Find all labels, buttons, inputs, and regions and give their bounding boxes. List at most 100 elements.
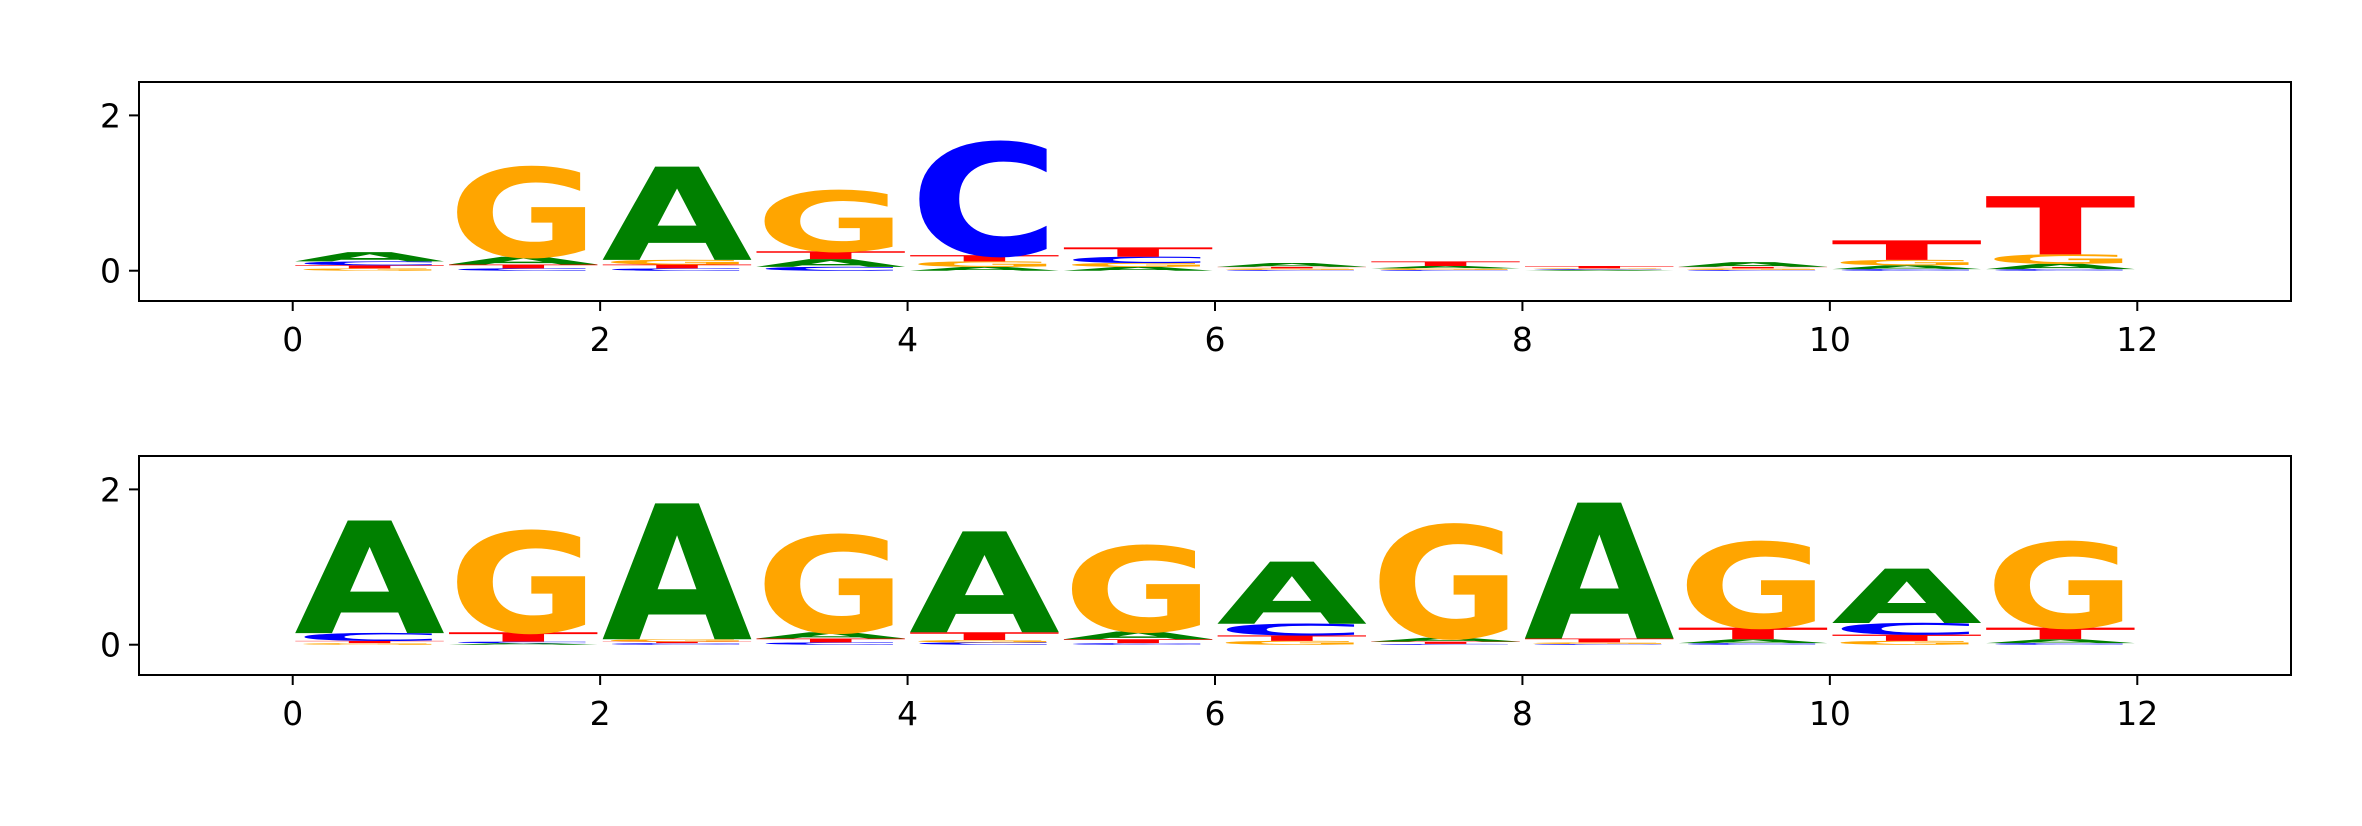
logo-letter: C: [1985, 643, 2136, 646]
x-tick-label: 4: [897, 320, 918, 359]
logo-letter: G: [1063, 262, 1214, 268]
logo-letter: C: [448, 268, 599, 272]
logo-letter: G: [294, 643, 445, 646]
logo-letter: G: [1985, 519, 2136, 656]
y-tick-label: 0: [100, 252, 121, 291]
logo-letter: C: [1678, 643, 1829, 646]
logo-letter: G: [1063, 523, 1214, 660]
logo-letter: C: [1524, 269, 1675, 270]
logo-letter: G: [1370, 494, 1521, 674]
logo-letter: A: [1370, 637, 1521, 643]
logo-letter: C: [1217, 270, 1368, 271]
logo-letter: A: [909, 266, 1060, 272]
logo-letter: C: [1217, 621, 1368, 640]
logo-letter: A: [602, 467, 753, 684]
logo-letter: A: [1524, 270, 1675, 271]
logo-letter: G: [1217, 640, 1368, 646]
logo-letter: T: [1370, 260, 1521, 267]
logo-letter: A: [448, 643, 599, 646]
y-tick-label: 2: [100, 470, 121, 509]
x-tick-label: 10: [1809, 320, 1851, 359]
logo-letter: C: [1985, 269, 2136, 272]
logo-letter: C: [294, 631, 445, 643]
logo-letter: A: [294, 250, 445, 265]
logo-letter: T: [1217, 266, 1368, 269]
logo-letter: G: [909, 639, 1060, 643]
logo-letter: A: [1678, 261, 1829, 268]
logo-letter: G: [1678, 519, 1829, 656]
logo-letter: G: [1370, 268, 1521, 271]
logo-letter: C: [1678, 270, 1829, 271]
logo-letter: A: [755, 257, 906, 269]
logo-letter: G: [909, 260, 1060, 269]
logo-letter: T: [1831, 235, 1982, 266]
logo-letter: T: [1985, 625, 2136, 644]
logo-letter: T: [1524, 637, 1675, 643]
logo-letter: T: [1678, 625, 1829, 644]
logo-letter: G: [1985, 252, 2136, 267]
x-tick-label: 12: [2116, 320, 2158, 359]
logo-letter: C: [1063, 643, 1214, 646]
logo-letter: A: [755, 631, 906, 641]
logo-letter: C: [1831, 269, 1982, 272]
axes-frame: [138, 455, 2292, 676]
logo-letter: G: [1678, 268, 1829, 271]
x-tick-label: 0: [282, 320, 303, 359]
logo-letter: T: [1063, 638, 1214, 644]
logo-letter: T: [1831, 633, 1983, 643]
x-tick-label: 8: [1512, 694, 1533, 733]
logo-letter: A: [1985, 638, 2136, 644]
logo-letter: G: [1217, 268, 1368, 271]
logo-letter: G: [448, 505, 599, 666]
logo-letter: T: [602, 641, 753, 644]
logo-letter: A: [1063, 629, 1214, 641]
logo-letter: G: [1831, 640, 1982, 646]
logo-letter: T: [1370, 641, 1521, 645]
logo-letter: G: [1524, 268, 1675, 269]
logo-letter: T: [602, 263, 753, 269]
logo-letter: C: [909, 642, 1060, 646]
logo-letter: G: [1524, 642, 1675, 645]
x-tick-label: 10: [1809, 694, 1851, 733]
logo-letter: T: [1217, 634, 1368, 643]
logo-letter: A: [602, 142, 753, 291]
logo-letter: C: [602, 643, 753, 646]
logo-letter: T: [909, 253, 1061, 263]
logo-letter: G: [448, 144, 599, 286]
logo-letter: G: [1831, 258, 1982, 267]
y-tick-label: 2: [100, 96, 121, 135]
x-tick-label: 12: [2116, 694, 2158, 733]
logo-letter: C: [294, 260, 445, 266]
logo-letter: A: [1678, 638, 1829, 644]
logo-letter: T: [294, 640, 445, 644]
logo-letter: C: [1524, 644, 1675, 645]
logo-letter: C: [1831, 620, 1982, 639]
logo-letter: T: [1524, 265, 1675, 269]
logo-letter: C: [1063, 255, 1214, 265]
logo-letter: C: [755, 266, 906, 272]
logo-letter: G: [602, 639, 753, 643]
logo-letter: C: [448, 641, 599, 644]
logo-letter: A: [1831, 554, 1982, 641]
logo-letter: C: [909, 112, 1060, 292]
x-tick-label: 6: [1205, 320, 1226, 359]
logo-letter: A: [1217, 262, 1368, 268]
logo-letter: C: [755, 642, 906, 646]
x-tick-label: 6: [1205, 694, 1226, 733]
logo-letter: T: [755, 249, 907, 261]
logo-letter: A: [1063, 266, 1214, 272]
x-tick-label: 0: [282, 694, 303, 733]
logo-letter: A: [909, 505, 1060, 666]
logo-letter: A: [448, 255, 599, 267]
logo-letter: A: [1217, 545, 1368, 644]
logo-letter: A: [1985, 262, 2136, 271]
x-tick-label: 2: [590, 320, 611, 359]
logo-letter: G: [755, 509, 906, 664]
y-tick-label: 0: [100, 626, 121, 665]
logo-letter: C: [1370, 644, 1521, 645]
logo-letter: G: [294, 268, 445, 272]
x-tick-label: 4: [897, 694, 918, 733]
